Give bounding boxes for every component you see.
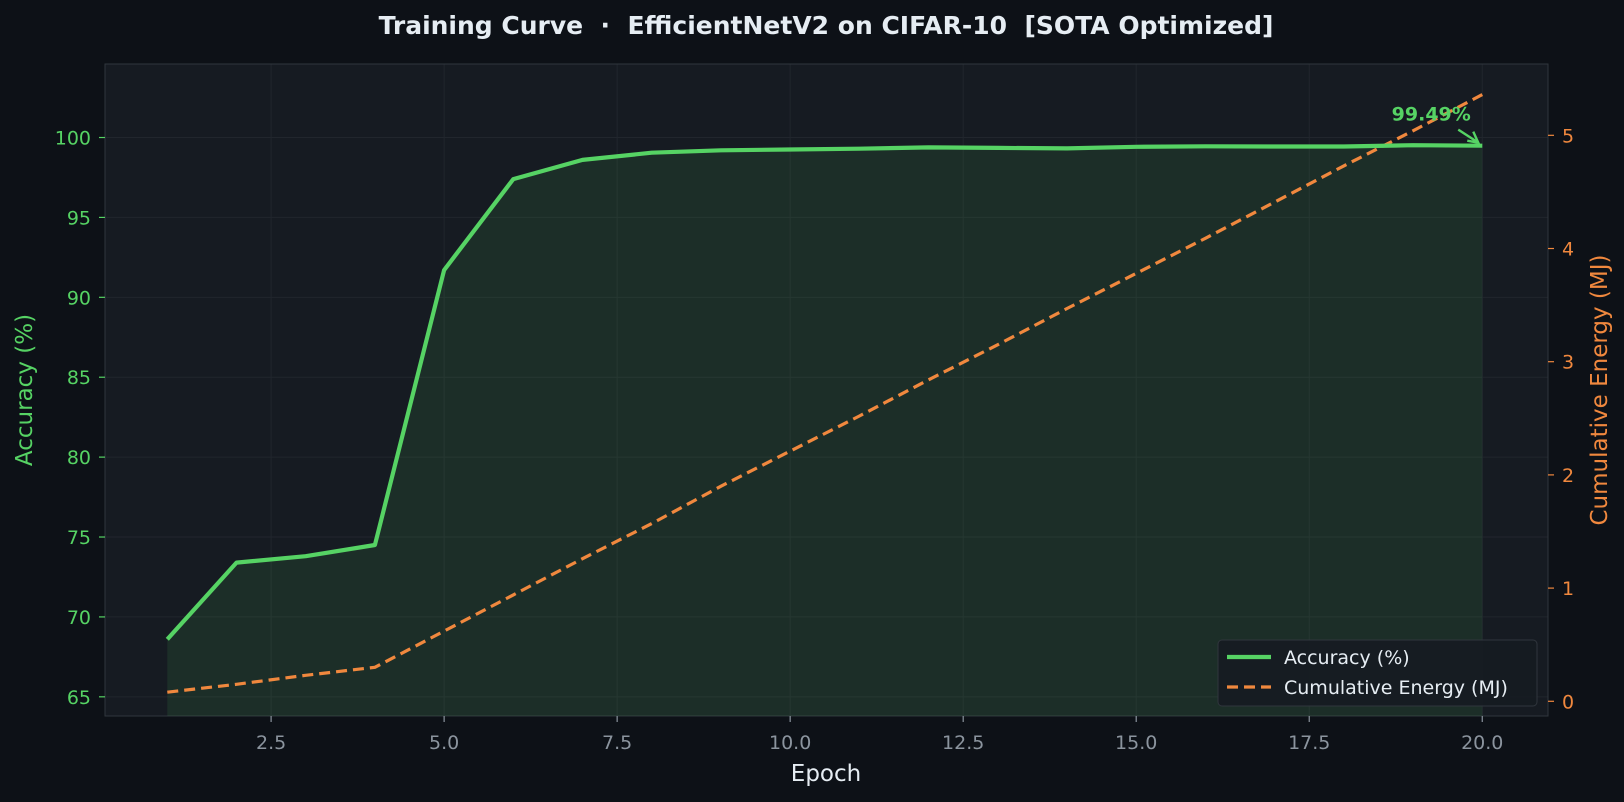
y-axis-left: 65 70 75 80 85 90 95 100: [55, 128, 105, 709]
x-tick-label: 20.0: [1461, 732, 1503, 754]
plot-area: [105, 64, 1548, 716]
x-axis: 2.5 5.0 7.5 10.0 12.5 15.0 17.5 20.0: [256, 716, 1503, 754]
plot-border: [104, 63, 1549, 717]
y-right-tick-label: 0: [1562, 691, 1574, 713]
y-axis-right: 0 1 2 3 4 5: [1548, 125, 1574, 713]
legend-label-accuracy: Accuracy (%): [1284, 647, 1410, 669]
series-line-accuracy: [165, 143, 1483, 641]
legend-label-cumulative-energy: Cumulative Energy (MJ): [1284, 677, 1508, 699]
y-left-tick-label: 80: [67, 447, 91, 469]
y-right-tick-label: 4: [1562, 239, 1574, 261]
accuracy-area-fill: [167, 145, 1483, 716]
y-left-tick-label: 85: [67, 367, 91, 389]
y-right-tick-label: 2: [1562, 465, 1574, 487]
y-axis-left-label: Accuracy (%): [12, 314, 38, 466]
final-accuracy-annotation: 99.49%: [1392, 104, 1481, 145]
y-left-tick-label: 70: [67, 607, 91, 629]
y-right-tick-label: 3: [1562, 352, 1574, 374]
y-axis-right-label: Cumulative Energy (MJ): [1587, 255, 1613, 526]
legend-box: [1217, 639, 1538, 707]
x-tick-label: 5.0: [429, 732, 459, 754]
x-tick-label: 17.5: [1288, 732, 1330, 754]
chart-title: Training Curve · EfficientNetV2 on CIFAR…: [379, 11, 1274, 40]
x-axis-label: Epoch: [791, 761, 861, 787]
y-left-tick-label: 100: [55, 128, 91, 150]
y-left-tick-label: 75: [67, 527, 91, 549]
x-tick-label: 12.5: [942, 732, 984, 754]
grid: [104, 63, 1549, 717]
x-tick-label: 15.0: [1115, 732, 1157, 754]
y-right-tick-label: 1: [1562, 578, 1574, 600]
legend: Accuracy (%) Cumulative Energy (MJ): [1217, 639, 1538, 707]
y-left-tick-label: 65: [67, 687, 91, 709]
y-left-tick-label: 90: [67, 287, 91, 309]
annotation-label: 99.49%: [1392, 104, 1471, 126]
x-tick-label: 7.5: [602, 732, 632, 754]
y-right-tick-label: 5: [1562, 125, 1574, 147]
y-left-tick-label: 95: [67, 207, 91, 229]
annotation-arrow: [1457, 128, 1481, 145]
x-tick-label: 2.5: [256, 732, 286, 754]
x-tick-label: 10.0: [769, 732, 811, 754]
series-line-cumulative-energy: [167, 93, 1484, 694]
